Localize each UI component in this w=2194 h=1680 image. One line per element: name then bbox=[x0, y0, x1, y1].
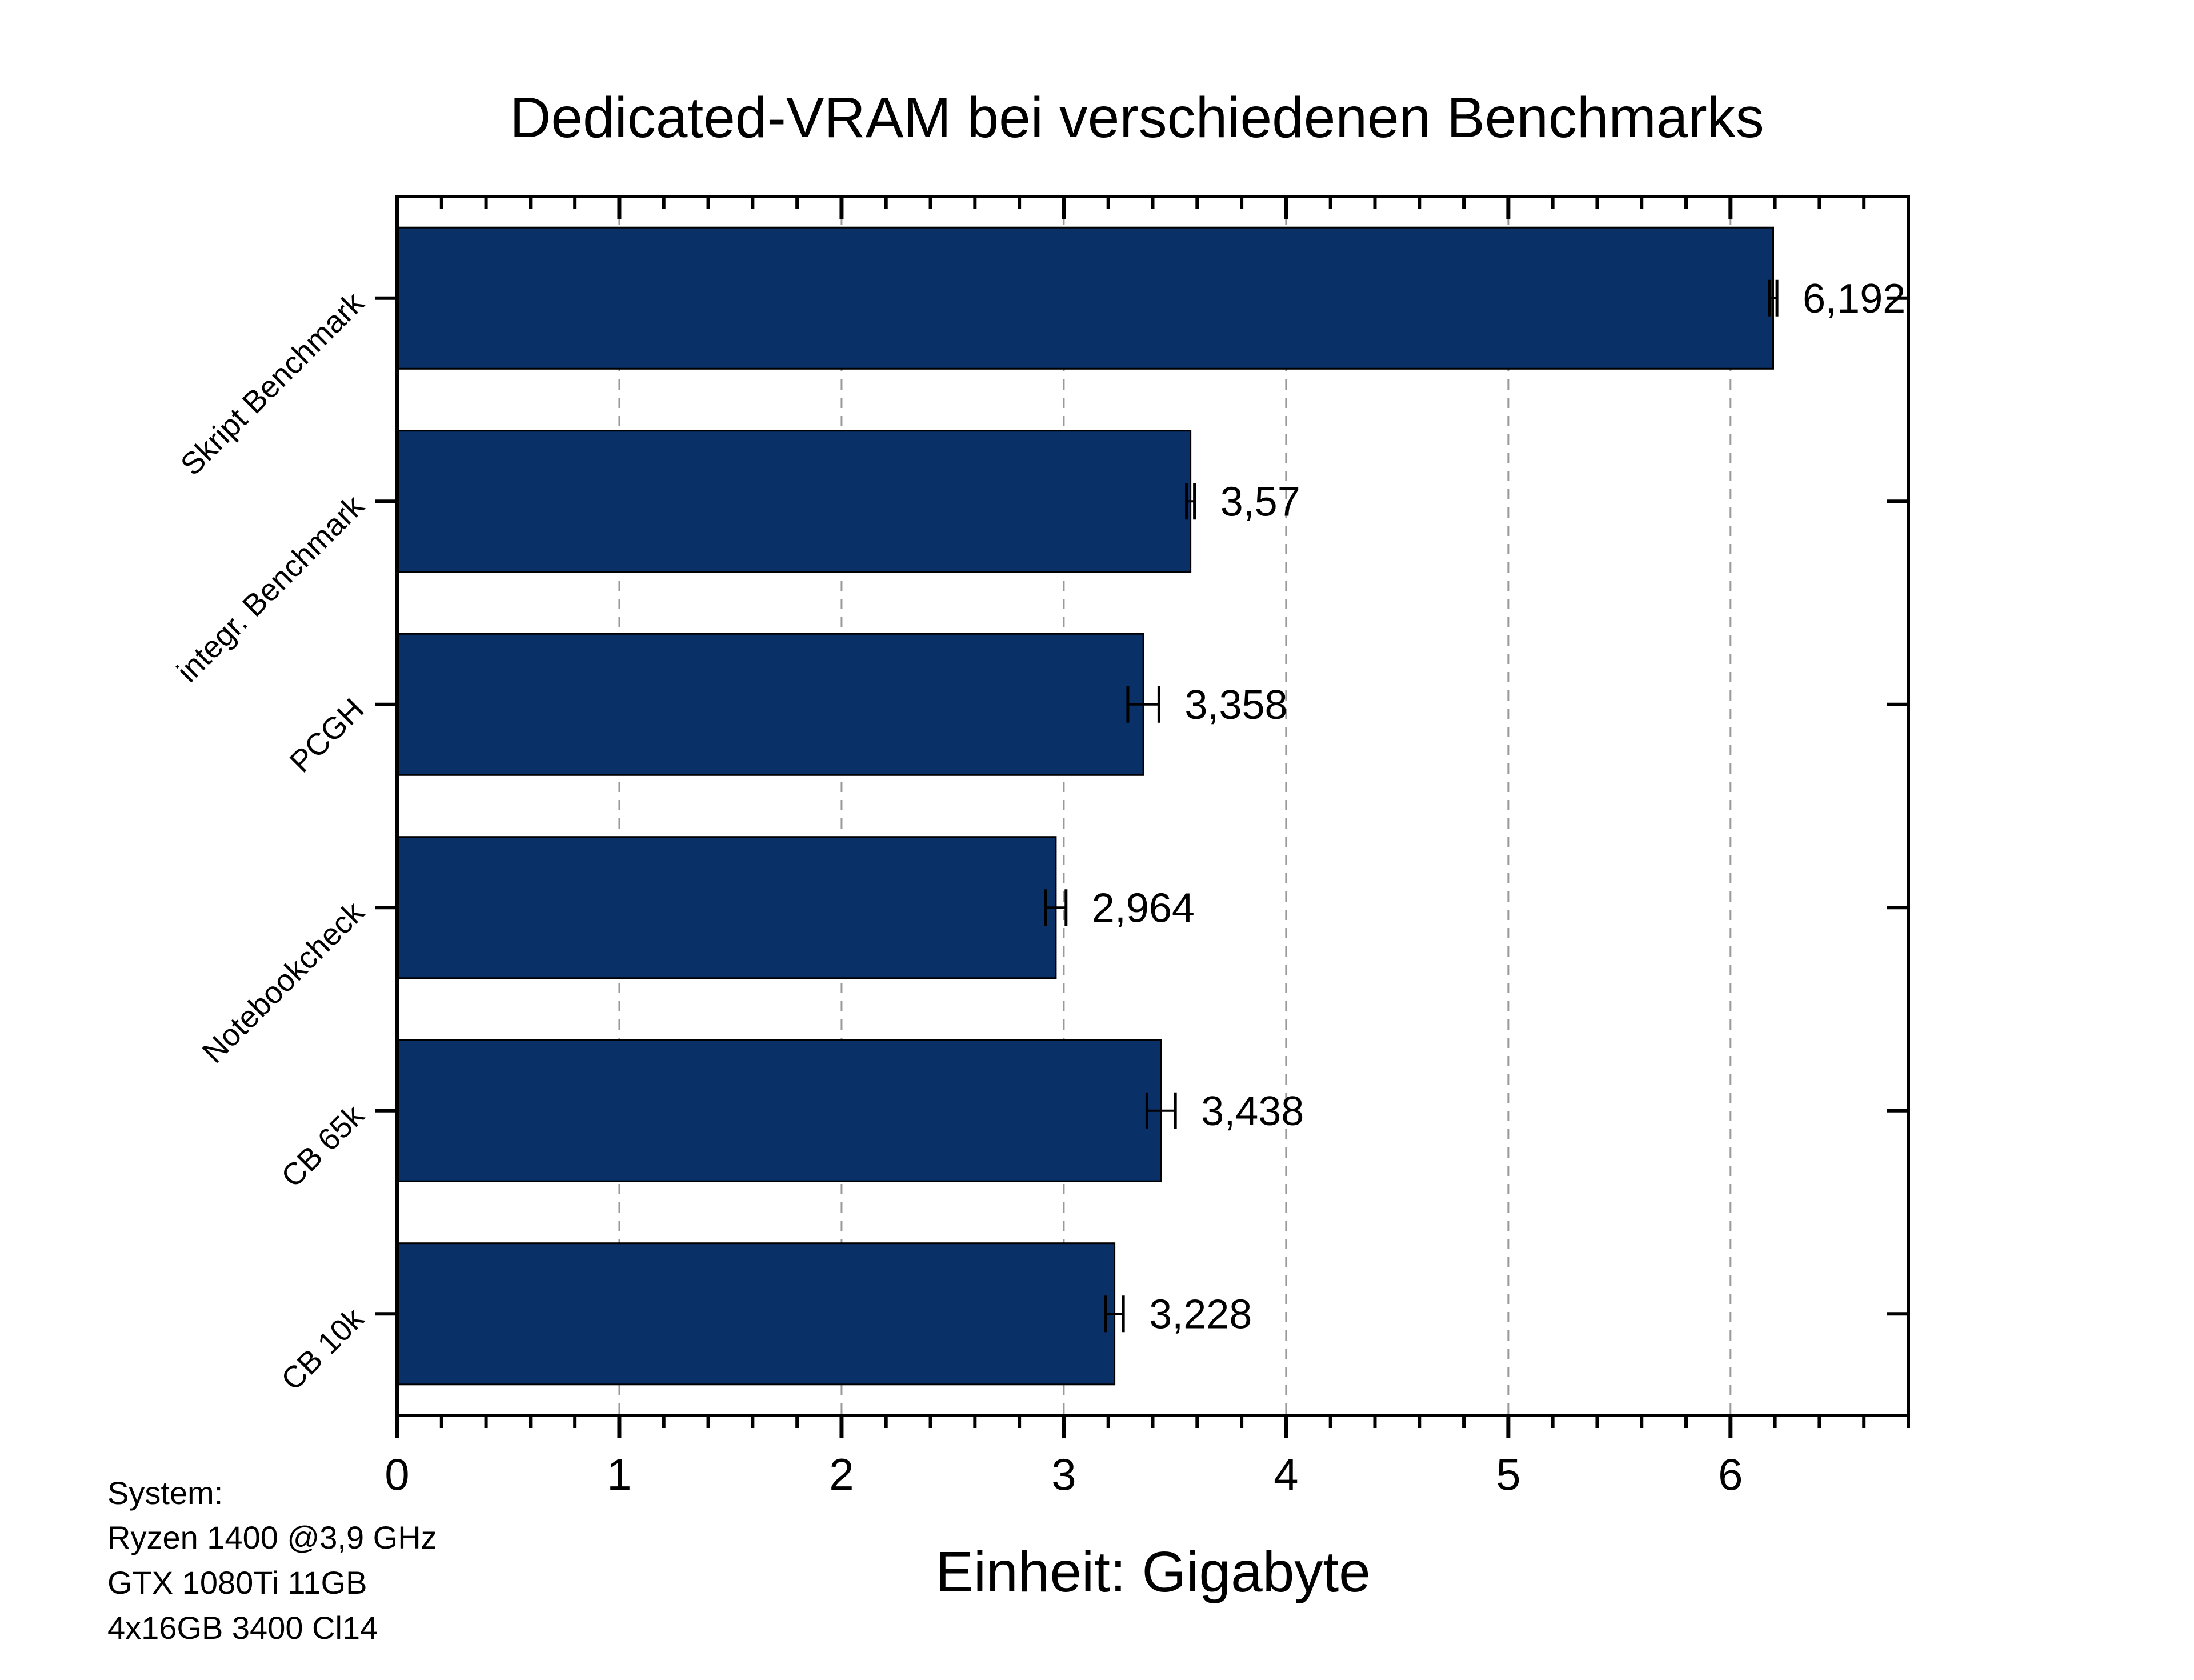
annotation-line: Ryzen 1400 @3,9 GHz bbox=[107, 1519, 437, 1555]
y-tick-label: PCGH bbox=[283, 692, 371, 779]
bar bbox=[396, 226, 1775, 370]
value-label: 3,438 bbox=[1201, 1089, 1304, 1134]
chart-title: Dedicated-VRAM bei verschiedenen Benchma… bbox=[510, 86, 1764, 150]
x-tick-label: 1 bbox=[607, 1449, 631, 1499]
y-tick-label: Skript Benchmark bbox=[174, 285, 371, 482]
value-label: 3,228 bbox=[1149, 1291, 1252, 1337]
x-tick-label: 6 bbox=[1718, 1449, 1743, 1499]
annotation-line: GTX 1080Ti 11GB bbox=[107, 1565, 367, 1601]
annotation-line: 4x16GB 3400 Cl14 bbox=[107, 1610, 378, 1646]
grid-lines bbox=[618, 197, 1732, 1415]
bar bbox=[396, 633, 1144, 776]
x-tick-label: 0 bbox=[385, 1449, 409, 1499]
y-tick-label: CB 65k bbox=[275, 1098, 371, 1194]
error-bars bbox=[1044, 279, 1779, 1333]
bar bbox=[396, 430, 1192, 573]
x-tick-label: 2 bbox=[829, 1449, 854, 1499]
axis-ticks bbox=[375, 197, 1910, 1438]
x-tick-label: 4 bbox=[1274, 1449, 1298, 1499]
y-tick-label: integr. Benchmark bbox=[170, 489, 371, 689]
system-annotation: System: Ryzen 1400 @3,9 GHz GTX 1080Ti 1… bbox=[107, 1475, 437, 1646]
value-label: 3,358 bbox=[1184, 682, 1287, 728]
x-tick-labels: 0 1 2 3 4 5 6 bbox=[385, 1449, 1743, 1499]
y-tick-label: Notebookcheck bbox=[196, 895, 371, 1070]
x-tick-label: 5 bbox=[1496, 1449, 1520, 1499]
x-tick-label: 3 bbox=[1051, 1449, 1076, 1499]
value-label: 2,964 bbox=[1092, 885, 1195, 931]
value-label: 3,57 bbox=[1220, 479, 1300, 525]
bars bbox=[396, 226, 1775, 1386]
y-tick-label: CB 10k bbox=[275, 1301, 371, 1397]
x-axis-label: Einheit: Gigabyte bbox=[935, 1540, 1371, 1604]
annotation-line: System: bbox=[107, 1475, 223, 1511]
plot-frame bbox=[395, 195, 1910, 1417]
bar bbox=[396, 1242, 1116, 1386]
bar bbox=[396, 836, 1057, 979]
bar bbox=[396, 1039, 1162, 1182]
